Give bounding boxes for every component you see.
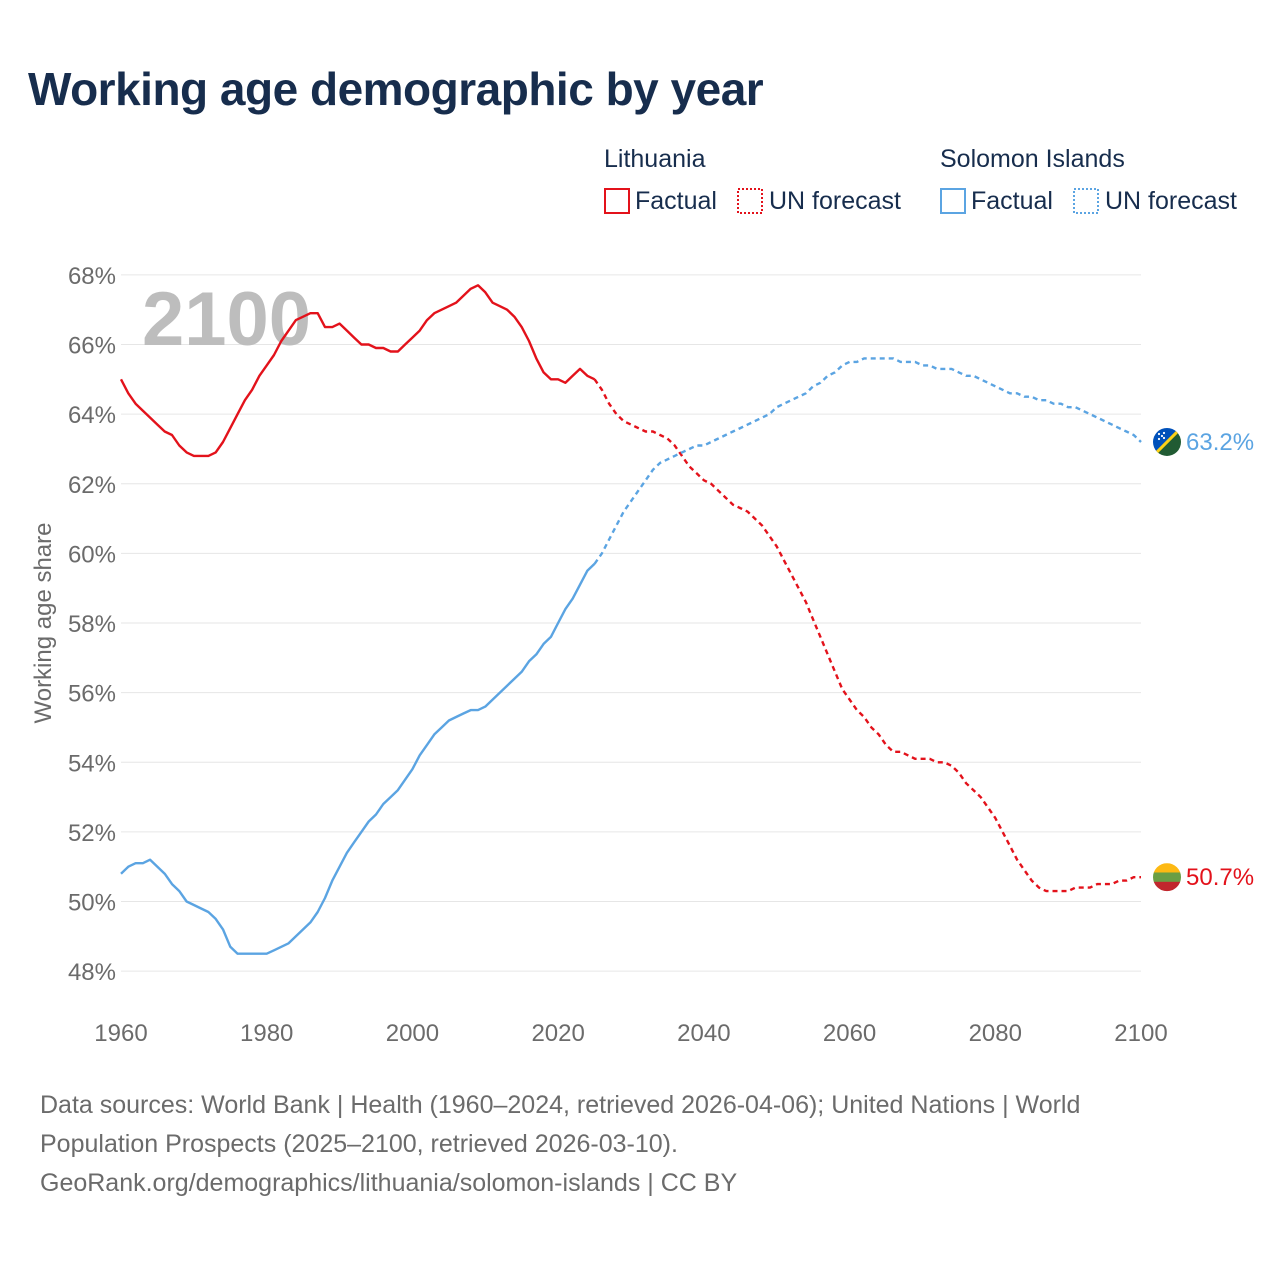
solomon-islands-factual-line (120, 562, 596, 955)
y-tick-label: 48% (68, 959, 116, 986)
y-tick-label: 58% (68, 611, 116, 638)
x-tick-label: 2080 (969, 1020, 1022, 1047)
x-axis: 1960 1980 2000 2020 2040 2060 2080 2100 (94, 1020, 1167, 1047)
line-chart: Lithuania Factual UN forecast Solomon Islan… (30, 145, 1254, 1047)
y-tick-label: 64% (68, 402, 116, 429)
plot-area: 50.7% 63.2% (119, 284, 1254, 955)
y-tick-label: 62% (68, 472, 116, 499)
y-tick-label: 56% (68, 681, 116, 708)
solomon-islands-end-label: 63.2% (1186, 429, 1254, 456)
y-tick-label: 50% (68, 890, 116, 917)
legend-group-lithuania: Lithuania (604, 145, 706, 173)
x-tick-label: 2040 (677, 1020, 730, 1047)
legend-swatch-factual (940, 188, 966, 214)
legend-swatch-forecast (1073, 188, 1099, 214)
legend-swatch-factual (604, 188, 630, 214)
y-axis-label: Working age share (30, 523, 57, 724)
grid (121, 274, 1141, 972)
legend-group-solomon-islands: Solomon Islands (940, 145, 1125, 173)
x-tick-label: 2000 (386, 1020, 439, 1047)
lithuania-forecast-line (593, 378, 1141, 893)
chart-title: Working age demographic by year (28, 63, 764, 115)
solomon-islands-flag-icon (1153, 427, 1181, 456)
y-tick-label: 54% (68, 750, 116, 777)
x-tick-label: 2020 (531, 1020, 584, 1047)
lithuania-flag-icon (1153, 863, 1181, 892)
legend-label-forecast: UN forecast (1105, 187, 1237, 215)
lithuania-factual-line (119, 284, 596, 458)
y-tick-label: 52% (68, 820, 116, 847)
legend-label-factual: Factual (635, 187, 717, 215)
legend-swatch-forecast (737, 188, 763, 214)
lithuania-end-label: 50.7% (1186, 864, 1254, 891)
x-tick-label: 1960 (94, 1020, 147, 1047)
legend-label-factual: Factual (971, 187, 1053, 215)
legend-label-forecast: UN forecast (769, 187, 901, 215)
y-tick-label: 68% (68, 263, 116, 290)
year-overlay: 2100 (142, 277, 311, 362)
x-tick-label: 2100 (1114, 1020, 1167, 1047)
legend: Lithuania Factual UN forecast Solomon Islan… (604, 145, 1237, 215)
source-line-2: Population Prospects (2025–2100, retriev… (40, 1130, 678, 1158)
x-tick-label: 1980 (240, 1020, 293, 1047)
attribution-line: GeoRank.org/demographics/lithuania/solom… (40, 1169, 738, 1197)
y-axis: 48% 50% 52% 54% 56% 58% 60% 62% 64% 66% 68% (68, 263, 116, 986)
x-tick-label: 2060 (823, 1020, 876, 1047)
footer: Data sources: World Bank | Health (1960–… (40, 1086, 1220, 1203)
source-line-1: Data sources: World Bank | Health (1960–… (40, 1091, 1081, 1119)
y-tick-label: 60% (68, 541, 116, 568)
solomon-islands-forecast-line (593, 357, 1142, 565)
y-tick-label: 66% (68, 333, 116, 360)
